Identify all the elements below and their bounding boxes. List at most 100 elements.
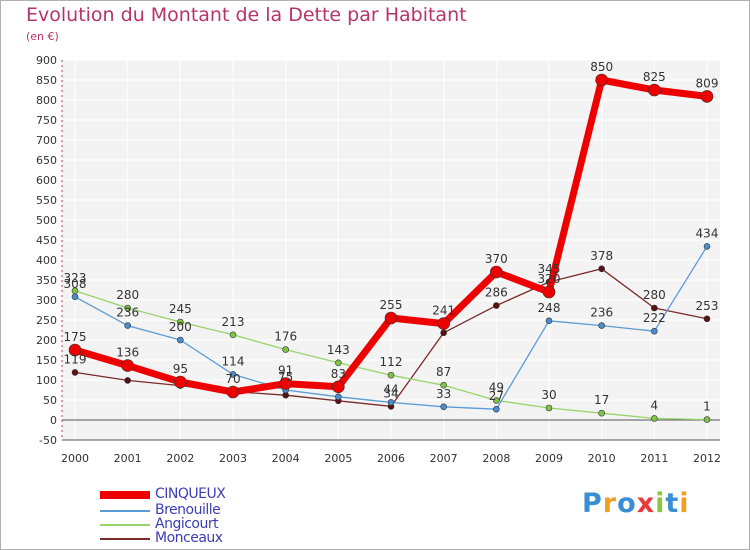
data-label: 308 — [64, 277, 87, 291]
y-tick-label: 400 — [36, 254, 57, 267]
legend-label: Monceaux — [155, 530, 223, 546]
data-label: 245 — [169, 302, 192, 316]
y-tick-label: 250 — [36, 314, 57, 327]
data-label: 95 — [173, 362, 188, 376]
data-point — [229, 371, 237, 378]
data-label: 75 — [278, 370, 293, 384]
data-point — [493, 405, 500, 413]
data-point — [124, 377, 131, 384]
data-point — [71, 293, 79, 301]
data-point — [700, 90, 714, 103]
data-point — [651, 304, 658, 312]
y-tick-label: 150 — [36, 354, 57, 367]
y-tick-label: 900 — [36, 54, 57, 67]
logo-letter: P — [582, 488, 603, 519]
legend-label: Brenouille — [155, 502, 221, 518]
data-point — [121, 359, 134, 372]
x-tick-label: 2008 — [482, 452, 510, 465]
y-tick-label: 50 — [43, 394, 57, 407]
data-label: 236 — [116, 306, 139, 320]
data-point — [545, 404, 553, 412]
data-label: 34 — [383, 386, 398, 400]
logo-letter: x — [636, 488, 656, 519]
data-point — [177, 318, 184, 326]
data-label: 255 — [380, 298, 403, 312]
proxiti-logo: Proxiti — [582, 488, 690, 519]
data-point — [595, 73, 608, 87]
legend-swatch — [100, 538, 150, 540]
logo-letter: r — [602, 488, 618, 519]
data-label: 213 — [222, 315, 245, 329]
data-point — [703, 416, 711, 423]
legend-swatch — [100, 510, 150, 512]
data-point — [177, 336, 184, 344]
data-point — [279, 377, 292, 390]
data-point — [651, 327, 658, 335]
y-tick-label: 200 — [36, 334, 57, 347]
data-label: 320 — [538, 272, 561, 286]
y-tick-label: 100 — [36, 374, 57, 387]
data-label: 4 — [651, 398, 659, 412]
legend-label: CINQUEUX — [155, 486, 226, 502]
y-tick-label: 550 — [36, 194, 57, 207]
data-label: 1 — [703, 400, 711, 414]
data-point — [437, 317, 450, 330]
data-label: 222 — [643, 311, 666, 325]
data-label: 248 — [538, 301, 561, 315]
data-point — [282, 346, 289, 353]
data-label: 33 — [436, 387, 451, 401]
data-label: 175 — [64, 330, 87, 344]
data-point — [440, 403, 447, 411]
data-label: 253 — [696, 299, 719, 313]
data-point — [648, 83, 661, 97]
legend-label: Angicourt — [155, 516, 219, 532]
data-point — [335, 359, 342, 367]
data-point — [440, 381, 447, 389]
data-label: 323 — [64, 271, 87, 285]
data-label: 241 — [432, 304, 455, 318]
data-label: 200 — [169, 320, 192, 334]
data-label: 286 — [485, 286, 508, 300]
x-tick-label: 2001 — [114, 452, 142, 465]
x-tick-label: 2007 — [430, 452, 458, 465]
logo-letter: t — [665, 488, 680, 519]
data-label: 434 — [696, 226, 719, 240]
data-point — [542, 285, 556, 299]
data-label: 136 — [116, 346, 139, 360]
data-label: 30 — [541, 388, 556, 402]
x-tick-label: 2010 — [588, 452, 616, 465]
data-point — [174, 375, 187, 389]
data-point — [545, 317, 553, 325]
y-tick-label: 0 — [50, 414, 57, 427]
data-point — [124, 322, 131, 329]
y-tick-label: 300 — [36, 294, 57, 307]
data-point — [387, 371, 395, 379]
data-label: 44 — [383, 382, 398, 396]
data-point — [124, 304, 131, 312]
data-label: 850 — [590, 60, 613, 74]
y-tick-label: 750 — [36, 114, 57, 127]
data-label: 70 — [225, 372, 240, 386]
data-point — [71, 369, 79, 376]
y-tick-label: 800 — [36, 94, 57, 107]
y-tick-label: 850 — [36, 74, 57, 87]
x-tick-label: 2004 — [272, 452, 300, 465]
data-label: 280 — [643, 288, 666, 302]
data-label: 143 — [327, 343, 350, 357]
y-tick-label: 700 — [36, 134, 57, 147]
y-tick-label: 650 — [36, 154, 57, 167]
data-label: 825 — [643, 70, 666, 84]
logo-letter: i — [655, 488, 666, 519]
x-tick-label: 2005 — [324, 452, 352, 465]
chart-subtitle: (en €) — [26, 30, 59, 43]
data-point — [493, 397, 500, 404]
data-point — [703, 315, 711, 323]
data-point — [598, 265, 605, 273]
data-point — [384, 311, 398, 325]
x-tick-label: 2006 — [377, 452, 405, 465]
data-point — [703, 243, 711, 250]
data-label: 378 — [590, 249, 613, 263]
data-label: 91 — [278, 364, 293, 378]
legend-swatch — [100, 491, 150, 499]
